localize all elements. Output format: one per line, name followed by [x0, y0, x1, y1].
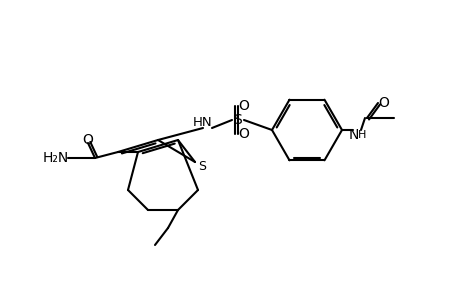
Text: S: S	[197, 160, 206, 173]
Text: N: N	[348, 128, 358, 142]
Text: H₂N: H₂N	[43, 151, 69, 165]
Text: O: O	[238, 127, 249, 141]
Text: O: O	[238, 99, 249, 113]
Text: O: O	[378, 96, 389, 110]
Text: HN: HN	[193, 116, 213, 130]
Text: S: S	[233, 113, 242, 127]
Text: O: O	[82, 133, 93, 147]
Text: H: H	[357, 130, 365, 140]
